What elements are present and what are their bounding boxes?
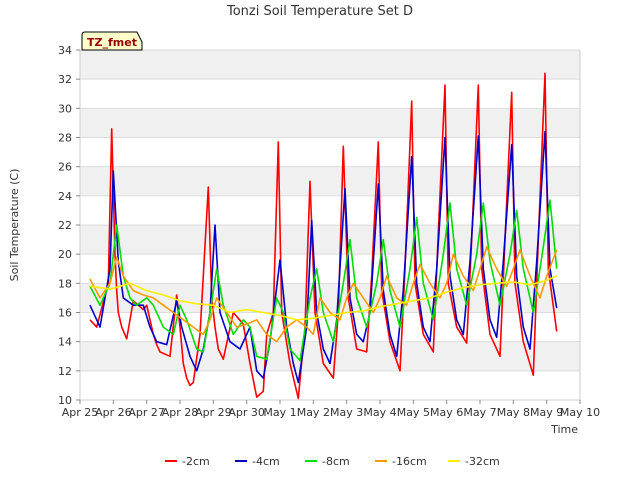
series-lines xyxy=(89,72,558,400)
badge-label: TZ_fmet xyxy=(87,36,137,49)
x-tick-label: May 7 xyxy=(463,406,496,419)
y-tick-label: 28 xyxy=(58,132,72,145)
badge: TZ_fmet xyxy=(81,31,143,51)
y-tick-label: 12 xyxy=(58,365,72,378)
legend-label: -16cm xyxy=(392,455,427,468)
y-tick-label: 10 xyxy=(58,394,72,407)
badge-box xyxy=(81,31,143,51)
y-tick-label: 26 xyxy=(58,161,72,174)
y-tick-label: 14 xyxy=(58,336,72,349)
legend: -2cm -4cm -8cm -16cm -32cm xyxy=(165,455,500,468)
legend-label: -32cm xyxy=(465,455,500,468)
series-line--32cm xyxy=(89,275,558,321)
x-axis-label: Time xyxy=(550,423,578,436)
series-line--8cm xyxy=(89,199,558,362)
x-tick-label: May 8 xyxy=(497,406,530,419)
x-tick-label: Apr 29 xyxy=(195,406,232,419)
plot-band xyxy=(80,341,580,371)
x-tick-label: May 1 xyxy=(263,406,296,419)
x-tick-label: Apr 26 xyxy=(95,406,132,419)
y-tick-label: 24 xyxy=(58,190,72,203)
x-tick-label: May 2 xyxy=(297,406,330,419)
y-tick-label: 22 xyxy=(58,219,72,232)
series-line--16cm xyxy=(89,246,558,343)
y-tick-label: 18 xyxy=(58,277,72,290)
x-tick-label: Apr 28 xyxy=(162,406,199,419)
x-tick-label: Apr 27 xyxy=(128,406,165,419)
legend-label: -8cm xyxy=(322,455,350,468)
y-tick-label: 32 xyxy=(58,73,72,86)
x-tick-label: May 10 xyxy=(560,406,600,419)
y-axis-label: Soil Temperature (C) xyxy=(8,169,21,282)
x-tick-label: May 5 xyxy=(397,406,430,419)
x-tick-label: May 6 xyxy=(430,406,463,419)
y-tick-label: 34 xyxy=(58,44,72,57)
x-tick-label: Apr 30 xyxy=(228,406,265,419)
y-tick-label: 30 xyxy=(58,102,72,115)
y-ticks: 10 12 14 16 18 20 22 24 26 28 30 32 34 xyxy=(58,44,80,407)
plot-band xyxy=(80,108,580,138)
y-tick-label: 20 xyxy=(58,248,72,261)
x-tick-label: May 4 xyxy=(363,406,396,419)
x-tick-label: Apr 25 xyxy=(62,406,99,419)
plot-band xyxy=(80,166,580,196)
x-tick-label: May 3 xyxy=(330,406,363,419)
y-tick-label: 16 xyxy=(58,307,72,320)
legend-label: -2cm xyxy=(182,455,210,468)
legend-label: -4cm xyxy=(252,455,280,468)
plot-band xyxy=(80,50,580,80)
plot-band xyxy=(80,225,580,255)
chart-title: Tonzi Soil Temperature Set D xyxy=(226,4,413,19)
x-tick-label: May 9 xyxy=(530,406,563,419)
